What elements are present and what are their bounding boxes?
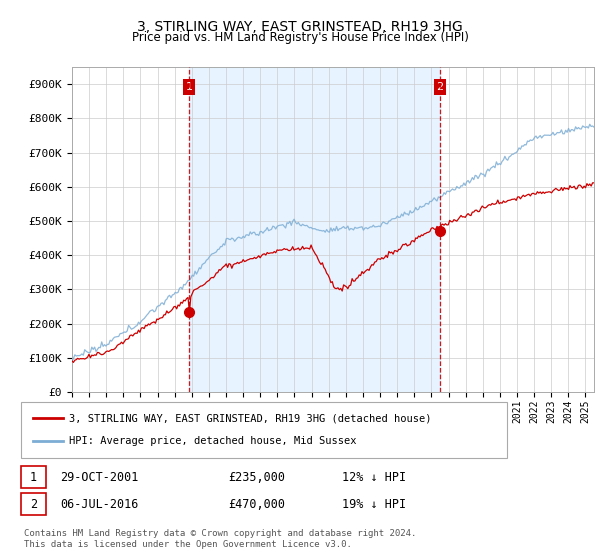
Text: HPI: Average price, detached house, Mid Sussex: HPI: Average price, detached house, Mid … <box>69 436 356 446</box>
Text: 1: 1 <box>185 82 193 92</box>
Text: Price paid vs. HM Land Registry's House Price Index (HPI): Price paid vs. HM Land Registry's House … <box>131 31 469 44</box>
Text: £235,000: £235,000 <box>228 470 285 484</box>
Text: 19% ↓ HPI: 19% ↓ HPI <box>342 497 406 511</box>
Text: 06-JUL-2016: 06-JUL-2016 <box>60 497 139 511</box>
Text: 1: 1 <box>30 470 37 484</box>
Text: £470,000: £470,000 <box>228 497 285 511</box>
Text: 2: 2 <box>30 497 37 511</box>
Text: 2: 2 <box>436 82 443 92</box>
Bar <box>189 67 440 392</box>
Text: 12% ↓ HPI: 12% ↓ HPI <box>342 470 406 484</box>
Text: 3, STIRLING WAY, EAST GRINSTEAD, RH19 3HG: 3, STIRLING WAY, EAST GRINSTEAD, RH19 3H… <box>137 20 463 34</box>
Text: 3, STIRLING WAY, EAST GRINSTEAD, RH19 3HG (detached house): 3, STIRLING WAY, EAST GRINSTEAD, RH19 3H… <box>69 413 431 423</box>
Text: 29-OCT-2001: 29-OCT-2001 <box>60 470 139 484</box>
Text: Contains HM Land Registry data © Crown copyright and database right 2024.
This d: Contains HM Land Registry data © Crown c… <box>24 529 416 549</box>
